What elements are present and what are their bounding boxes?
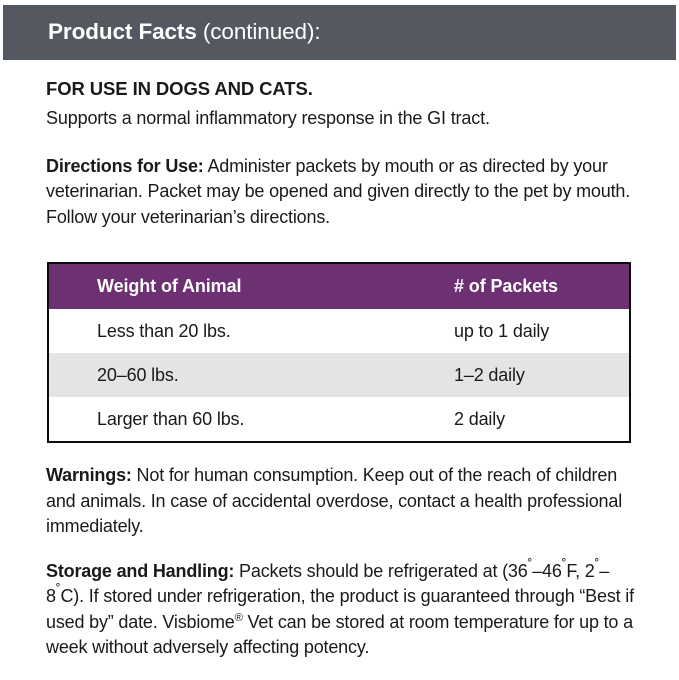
storage-text-6: Vet can be stored at room temperature fo… bbox=[46, 611, 633, 658]
storage-text-4: –8 bbox=[46, 560, 610, 607]
degree-sign: ˚ bbox=[527, 557, 533, 574]
column-header-packets: # of Packets bbox=[454, 276, 558, 296]
table-row: 20–60 lbs. 1–2 daily bbox=[49, 353, 629, 397]
storage-text-5: C). If stored under refrigeration, the p… bbox=[46, 586, 634, 632]
cell-packets: 2 daily bbox=[454, 408, 505, 429]
header-banner: Product Facts (continued): bbox=[3, 5, 676, 60]
storage-text-2: –46 bbox=[532, 560, 562, 581]
page-title: Product Facts (continued): bbox=[3, 21, 321, 44]
upper-content: FOR USE IN DOGS AND CATS. Supports a nor… bbox=[46, 78, 646, 248]
dosage-table: Weight of Animal # of Packets Less than … bbox=[47, 262, 631, 443]
cell-weight: Less than 20 lbs. bbox=[97, 320, 231, 341]
storage-text-1: Packets should be refrigerated at (36 bbox=[234, 560, 528, 581]
degree-sign: ˚ bbox=[55, 583, 61, 599]
storage-paragraph: Storage and Handling: Packets should be … bbox=[46, 557, 638, 661]
table-row: Less than 20 lbs. up to 1 daily bbox=[49, 309, 629, 353]
cell-weight: Larger than 60 lbs. bbox=[97, 408, 245, 429]
storage-label: Storage and Handling: bbox=[46, 560, 235, 581]
warnings-paragraph: Warnings: Not for human consumption. Kee… bbox=[46, 463, 638, 540]
directions-label: Directions for Use: bbox=[46, 155, 204, 176]
column-header-weight: Weight of Animal bbox=[97, 276, 242, 296]
page-title-strong: Product Facts bbox=[48, 19, 197, 45]
directions-paragraph: Directions for Use: Administer packets b… bbox=[46, 154, 638, 231]
table-row: Larger than 60 lbs. 2 daily bbox=[49, 397, 629, 441]
lower-content: Warnings: Not for human consumption. Kee… bbox=[46, 463, 646, 680]
degree-sign: ˚ bbox=[561, 557, 567, 574]
page-title-light: (continued): bbox=[196, 19, 321, 45]
cell-packets: 1–2 daily bbox=[454, 364, 525, 385]
storage-text-3: F, 2 bbox=[566, 560, 595, 581]
registered-trademark-icon: ® bbox=[234, 611, 243, 624]
cell-weight: 20–60 lbs. bbox=[97, 364, 179, 385]
directions-text: Administer packets by mouth or as direct… bbox=[46, 155, 631, 227]
table-header-row: Weight of Animal # of Packets bbox=[49, 264, 629, 309]
warnings-text: Not for human consumption. Keep out of t… bbox=[46, 465, 623, 536]
cell-packets: up to 1 daily bbox=[454, 320, 550, 341]
warnings-label: Warnings: bbox=[46, 465, 132, 485]
degree-sign: ˚ bbox=[594, 557, 600, 574]
claim-statement: Supports a normal inflammatory response … bbox=[46, 108, 490, 129]
use-statement: FOR USE IN DOGS AND CATS. bbox=[46, 78, 313, 99]
